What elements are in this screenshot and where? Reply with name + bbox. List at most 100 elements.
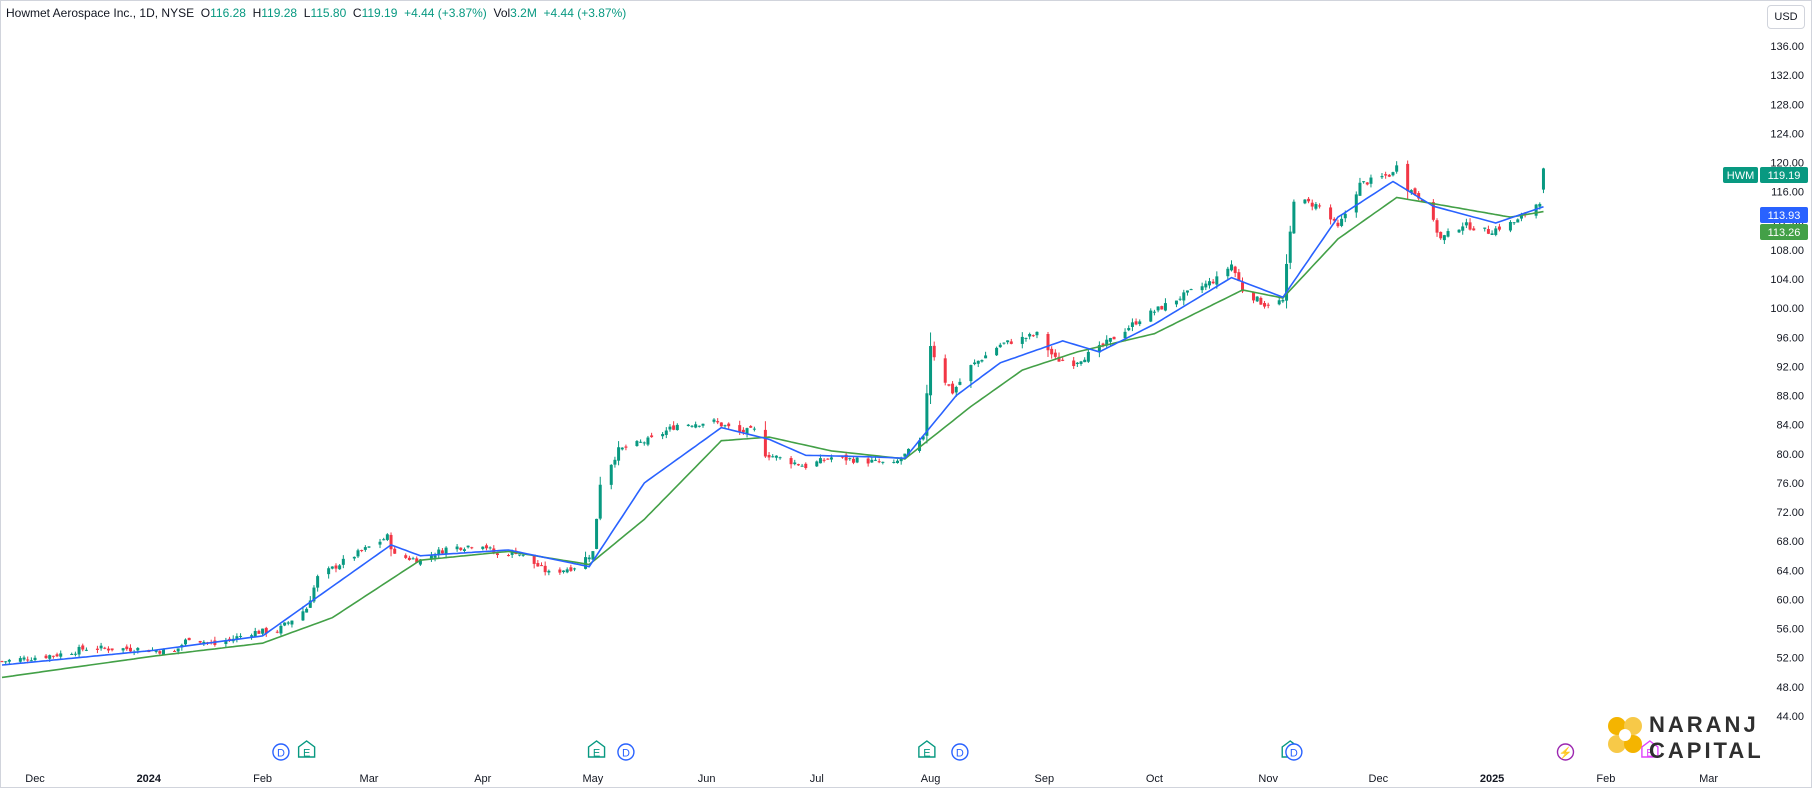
time-tick-label: Dec [1369, 773, 1389, 785]
candle-body [1053, 352, 1057, 357]
candle-body [609, 464, 613, 485]
price-axis[interactable]: 44.00 48.00 52.00 56.00 60.00 64.00 68.00 72.00… [1770, 41, 1804, 723]
candle-body [1237, 272, 1241, 281]
event-marker-label: D [622, 748, 630, 760]
time-tick-label: Oct [1146, 773, 1163, 785]
candle-body [873, 459, 877, 461]
candle-body [253, 631, 257, 637]
candle-body [639, 441, 643, 443]
price-tick-label: 52.00 [1776, 653, 1804, 665]
candle-body [617, 447, 621, 461]
candle-body [1343, 213, 1347, 219]
time-axis[interactable]: Dec 2024 Feb Mar Apr May Jun Jul Aug Sep Oct Nov Dec… [25, 773, 1718, 785]
candle-body [646, 437, 650, 445]
price-tick-label: 96.00 [1776, 332, 1804, 344]
candle-body [763, 429, 767, 457]
candle-body [1259, 297, 1263, 305]
price-tick-label: 124.00 [1770, 128, 1804, 140]
legend-low-label: L [303, 6, 311, 20]
candle-body [0, 661, 4, 663]
event-marker[interactable]: D [272, 743, 290, 761]
candle-body [352, 556, 356, 559]
candle-body [675, 424, 679, 431]
candle-body [1281, 299, 1285, 302]
candle-body [121, 648, 125, 651]
event-marker[interactable]: E [587, 740, 606, 760]
event-marker-label: E [1646, 748, 1653, 760]
candle-body [1156, 306, 1160, 311]
candle-body [954, 386, 958, 393]
time-tick-label: Jun [698, 773, 716, 785]
legend-volume-change: +4.44 (+3.87%) [543, 6, 627, 20]
event-marker[interactable]: E [297, 740, 316, 760]
candle-body [1086, 351, 1090, 362]
candle-body [22, 657, 26, 660]
candles-layer [0, 160, 1545, 665]
candle-body [51, 655, 55, 657]
candle-body [1185, 290, 1189, 293]
candle-body [224, 640, 228, 645]
price-tick-label: 120.00 [1770, 158, 1804, 170]
event-marker[interactable]: D [1285, 743, 1303, 761]
candle-body [562, 570, 566, 573]
candle-body [620, 447, 624, 450]
candle-body [360, 550, 364, 552]
candle-body [404, 555, 408, 558]
candle-body [741, 429, 745, 433]
candle-body [855, 457, 859, 463]
candle-body [275, 631, 279, 633]
candle-body [877, 461, 881, 463]
candle-body [1061, 359, 1065, 361]
candle-body [1329, 207, 1333, 220]
candle-body [1409, 190, 1413, 193]
candle-body [1097, 345, 1101, 353]
candle-body [851, 458, 855, 463]
legend-high: 119.28 [261, 6, 298, 20]
currency-button[interactable]: USD [1767, 5, 1805, 29]
candle-body [943, 358, 947, 383]
candle-body [250, 635, 254, 637]
candle-body [29, 660, 33, 662]
candle-body [1362, 181, 1366, 183]
candle-body [826, 458, 830, 460]
candle-body [1395, 165, 1399, 172]
candle-body [701, 423, 705, 426]
event-marker[interactable]: D [617, 743, 635, 761]
candle-body [958, 381, 962, 385]
candle-body [1130, 322, 1134, 327]
candle-body [1332, 218, 1336, 221]
candle-body [591, 551, 595, 560]
event-marker[interactable]: E [918, 740, 936, 760]
candle-body [1105, 339, 1109, 346]
candle-body [158, 651, 162, 654]
candle-body [1406, 163, 1410, 192]
candle-body [202, 641, 206, 644]
candle-body [1204, 283, 1208, 288]
candle-body [1233, 266, 1237, 274]
candle-body [1160, 306, 1164, 310]
event-marker-label: E [303, 748, 310, 760]
candle-body [540, 565, 544, 567]
candle-body [1468, 222, 1472, 230]
price-tick-label: 108.00 [1770, 245, 1804, 257]
candle-body [385, 534, 389, 540]
candle-body [818, 458, 822, 464]
candle-body [1384, 174, 1388, 176]
event-marker[interactable]: D [951, 743, 969, 761]
candle-body [172, 650, 176, 652]
time-tick-label: Nov [1258, 773, 1278, 785]
candle-body [99, 645, 103, 649]
event-marker[interactable]: ⚡ [1556, 743, 1575, 761]
candle-body [598, 484, 602, 519]
candle-body [330, 566, 334, 569]
candle-body [305, 608, 309, 613]
last-price-tag: 119.19 [1768, 170, 1801, 182]
price-tick-label: 116.00 [1771, 187, 1804, 199]
ma-slow-tag-bg [1760, 224, 1808, 240]
price-tick-label: 68.00 [1776, 536, 1804, 548]
event-marker[interactable]: E [1641, 740, 1659, 760]
candle-body [800, 465, 804, 467]
candle-body [712, 419, 716, 422]
price-tick-label: 88.00 [1776, 391, 1804, 403]
